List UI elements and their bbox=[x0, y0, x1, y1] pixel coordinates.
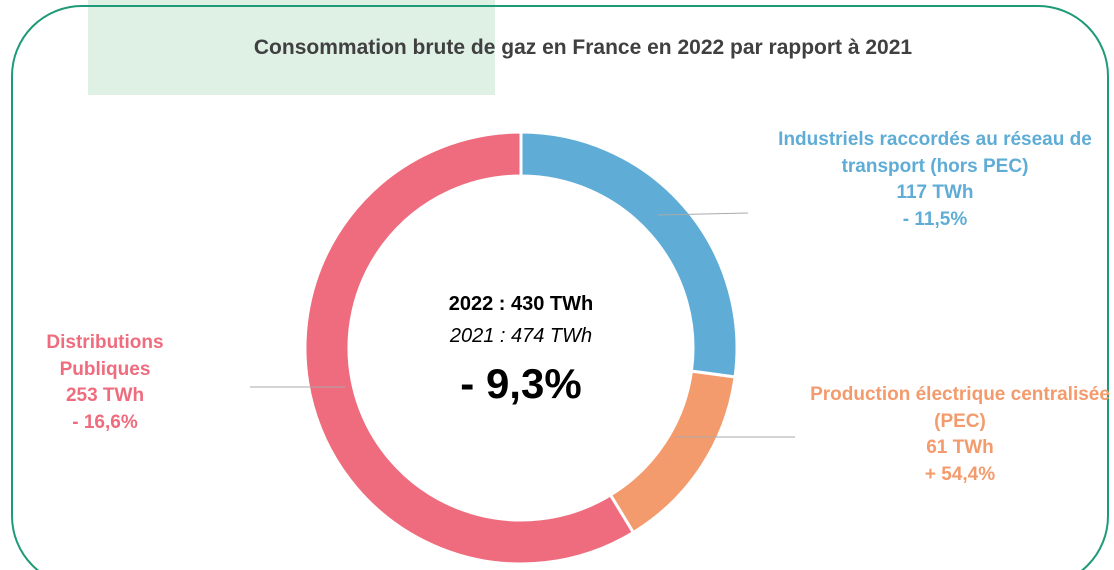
donut-slice bbox=[608, 369, 737, 535]
center-total: 2022 : 430 TWh bbox=[449, 293, 594, 315]
category-label: Production électrique centralisée (PEC) bbox=[810, 384, 1110, 432]
center-change: - 9,3% bbox=[460, 360, 581, 407]
slice-label: Industriels raccordés au réseau de trans… bbox=[765, 127, 1105, 233]
change-label: + 54,4% bbox=[924, 463, 996, 485]
chart-title: Consommation brute de gaz en France en 2… bbox=[253, 36, 913, 59]
title-background bbox=[88, 0, 495, 95]
slice-label: Distributions Publiques 253 TWh - 16,6% bbox=[0, 330, 210, 436]
change-label: - 11,5% bbox=[902, 208, 968, 230]
slice-label: Production électrique centralisée (PEC) 6… bbox=[810, 382, 1110, 488]
frame bbox=[11, 5, 1109, 570]
value-label: 117 TWh bbox=[896, 182, 974, 203]
donut bbox=[303, 130, 739, 566]
value-label: 61 TWh bbox=[926, 437, 994, 458]
leader-line bbox=[657, 212, 749, 216]
change-label: - 16,6% bbox=[72, 411, 138, 433]
category-label: Distributions Publiques bbox=[46, 332, 164, 380]
category-label: Industriels raccordés au réseau de trans… bbox=[778, 129, 1092, 177]
center-previous: 2021 : 474 TWh bbox=[449, 325, 592, 347]
donut-slice bbox=[303, 130, 636, 566]
value-label: 253 TWh bbox=[65, 385, 145, 406]
